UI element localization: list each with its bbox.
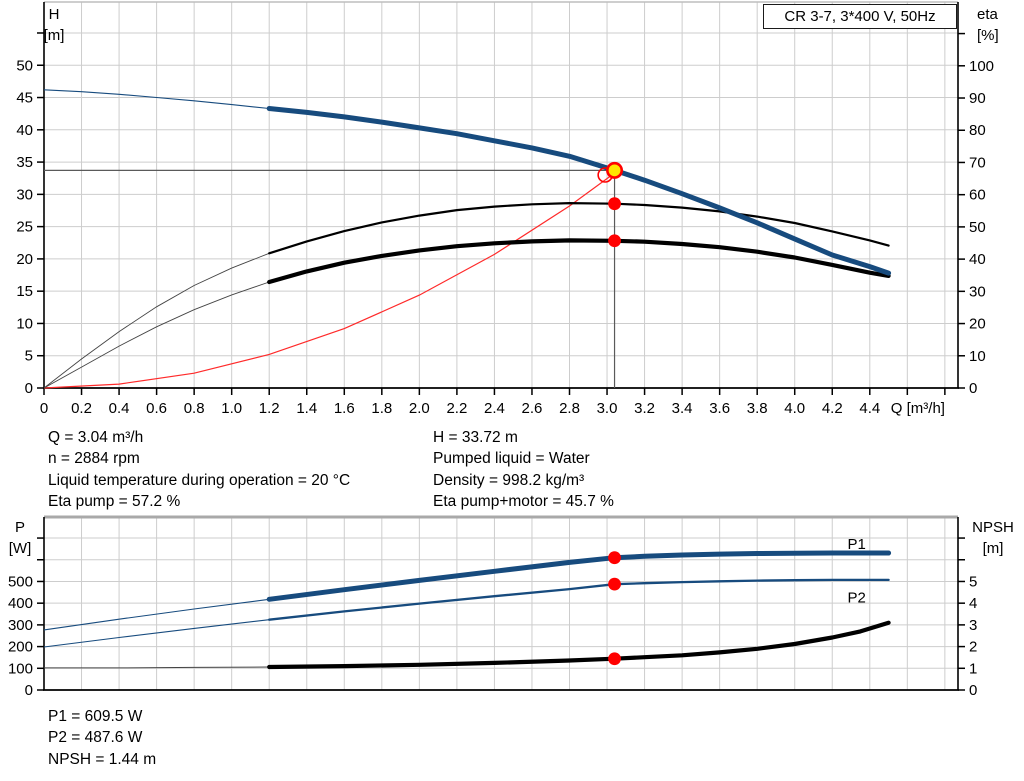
- svg-text:Q [m³/h]: Q [m³/h]: [891, 400, 945, 417]
- svg-text:1.4: 1.4: [296, 400, 317, 417]
- svg-text:200: 200: [8, 639, 33, 656]
- pump-title-box: CR 3-7, 3*400 V, 50Hz: [763, 4, 957, 29]
- svg-text:1.0: 1.0: [221, 400, 242, 417]
- svg-text:50: 50: [16, 57, 33, 74]
- svg-text:2.6: 2.6: [522, 400, 543, 417]
- svg-text:1.8: 1.8: [371, 400, 392, 417]
- svg-text:4.0: 4.0: [784, 400, 805, 417]
- operating-point-info-left: Q = 3.04 m³/h n = 2884 rpm Liquid temper…: [48, 427, 350, 513]
- svg-text:2.0: 2.0: [409, 400, 430, 417]
- svg-text:2: 2: [969, 639, 977, 656]
- svg-text:0.8: 0.8: [184, 400, 205, 417]
- info-line-p2: P2 = 487.6 W: [48, 729, 143, 747]
- info-line-npsh: NPSH = 1.44 m: [48, 750, 157, 768]
- svg-text:0.6: 0.6: [146, 400, 167, 417]
- info-line-n: n = 2884 rpm: [48, 450, 140, 468]
- operating-point-info-right: H = 33.72 m Pumped liquid = Water Densit…: [433, 427, 614, 513]
- h-axis-symbol: H: [48, 6, 60, 23]
- eta-axis-unit: [%]: [977, 27, 999, 44]
- svg-text:100: 100: [969, 58, 994, 75]
- info-line-eta-pump-motor: Eta pump+motor = 45.7 %: [433, 493, 614, 511]
- svg-text:3.2: 3.2: [634, 400, 655, 417]
- npsh-axis-title: NPSH [m]: [964, 517, 1022, 559]
- svg-text:2.2: 2.2: [446, 400, 467, 417]
- info-line-p1: P1 = 609.5 W: [48, 708, 143, 725]
- svg-text:25: 25: [16, 219, 33, 236]
- svg-text:1.2: 1.2: [259, 400, 280, 417]
- p-axis-symbol: P: [14, 519, 25, 536]
- svg-text:20: 20: [16, 251, 33, 268]
- svg-text:5: 5: [25, 348, 33, 365]
- svg-text:1: 1: [969, 660, 977, 677]
- svg-text:1.6: 1.6: [334, 400, 355, 417]
- svg-text:10: 10: [16, 315, 33, 332]
- info-line-density: Density = 998.2 kg/m³: [433, 471, 585, 489]
- svg-text:5: 5: [969, 573, 977, 590]
- svg-text:30: 30: [969, 283, 986, 300]
- npsh-axis-unit: [m]: [982, 540, 1004, 557]
- svg-text:P2: P2: [847, 590, 865, 607]
- svg-text:3.4: 3.4: [672, 400, 693, 417]
- h-axis-title: H [m]: [36, 4, 72, 46]
- svg-text:0: 0: [40, 400, 48, 417]
- power-npsh-info: P1 = 609.5 W P2 = 487.6 W NPSH = 1.44 m: [48, 706, 156, 770]
- info-line-h: H = 33.72 m: [433, 429, 518, 446]
- svg-text:300: 300: [8, 617, 33, 634]
- svg-text:3.0: 3.0: [597, 400, 618, 417]
- svg-text:40: 40: [16, 122, 33, 139]
- svg-text:3.6: 3.6: [709, 400, 730, 417]
- svg-text:0: 0: [969, 380, 977, 397]
- svg-text:40: 40: [969, 251, 986, 268]
- svg-text:0: 0: [969, 682, 977, 699]
- svg-text:0.4: 0.4: [109, 400, 130, 417]
- info-line-liquid-temp: Liquid temperature during operation = 20…: [48, 471, 351, 489]
- svg-text:3.8: 3.8: [747, 400, 768, 417]
- info-line-q: Q = 3.04 m³/h: [48, 429, 144, 446]
- info-line-pumped-liquid: Pumped liquid = Water: [433, 450, 590, 468]
- svg-text:60: 60: [969, 187, 986, 204]
- npsh-axis-symbol: NPSH: [972, 519, 1014, 536]
- h-axis-unit: [m]: [43, 27, 65, 44]
- info-line-eta-pump: Eta pump = 57.2 %: [48, 493, 181, 511]
- eta-axis-symbol: eta: [977, 6, 998, 23]
- eta-axis-title: eta [%]: [977, 4, 1023, 46]
- p-axis-unit: [W]: [8, 540, 32, 557]
- svg-text:90: 90: [969, 90, 986, 107]
- svg-text:3: 3: [969, 617, 977, 634]
- svg-text:15: 15: [16, 283, 33, 300]
- svg-text:P1: P1: [847, 536, 865, 553]
- svg-text:30: 30: [16, 186, 33, 203]
- svg-text:2.4: 2.4: [484, 400, 505, 417]
- svg-text:80: 80: [969, 122, 986, 139]
- svg-text:2.8: 2.8: [559, 400, 580, 417]
- svg-text:400: 400: [8, 595, 33, 612]
- svg-text:4: 4: [969, 595, 977, 612]
- svg-text:10: 10: [969, 348, 986, 365]
- svg-text:500: 500: [8, 573, 33, 590]
- svg-text:20: 20: [969, 316, 986, 333]
- svg-text:0: 0: [25, 682, 33, 699]
- svg-text:45: 45: [16, 90, 33, 107]
- svg-text:35: 35: [16, 154, 33, 171]
- p-axis-title: P [W]: [2, 517, 38, 559]
- svg-text:50: 50: [969, 219, 986, 236]
- svg-text:0: 0: [25, 380, 33, 397]
- svg-text:4.4: 4.4: [859, 400, 880, 417]
- svg-text:0.2: 0.2: [71, 400, 92, 417]
- svg-text:70: 70: [969, 154, 986, 171]
- svg-text:100: 100: [8, 660, 33, 677]
- svg-text:4.2: 4.2: [822, 400, 843, 417]
